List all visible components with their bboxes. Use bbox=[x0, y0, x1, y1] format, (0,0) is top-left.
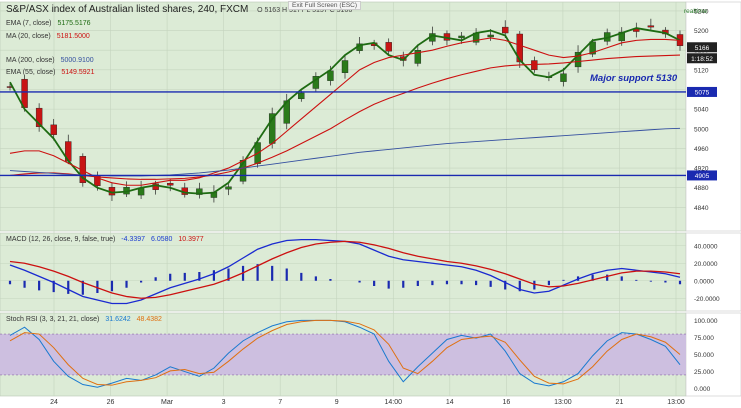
legend-value: 10.3977 bbox=[178, 236, 204, 243]
y-tick-label: 0.000 bbox=[694, 386, 711, 393]
legend-ma200[interactable]: MA (200, close) 5000.9100 bbox=[6, 57, 98, 64]
x-tick-label: 26 bbox=[107, 399, 115, 406]
stoch-rsi-band bbox=[0, 334, 686, 375]
x-tick-label: 3 bbox=[222, 399, 226, 406]
support-badge-label: 4905 bbox=[695, 173, 710, 180]
x-tick-label: 21 bbox=[616, 399, 624, 406]
macd-signal-line bbox=[9, 240, 681, 299]
candle-body bbox=[167, 183, 174, 186]
x-tick-label: 7 bbox=[278, 399, 282, 406]
candle-body bbox=[574, 51, 582, 68]
x-tick-label: Mar bbox=[161, 399, 174, 406]
x-tick-label: 14 bbox=[446, 399, 454, 406]
legend-ma20[interactable]: MA (20, close) 5181.5000 bbox=[6, 33, 94, 40]
legend-value: 5000.9100 bbox=[60, 57, 94, 64]
y-tick-label: 5120 bbox=[694, 67, 709, 74]
timer-label: 1:18:52 bbox=[691, 56, 713, 63]
support-badge-label: 5075 bbox=[695, 89, 710, 96]
x-tick-label: 24 bbox=[50, 399, 58, 406]
x-tick-label: 14:00 bbox=[385, 399, 403, 406]
candle-body bbox=[531, 60, 538, 71]
support-badge bbox=[687, 86, 717, 97]
candle-body bbox=[196, 188, 203, 195]
candle-body bbox=[618, 31, 625, 42]
y-tick-label: 4960 bbox=[694, 146, 709, 153]
realtime-indicator: realtime bbox=[684, 8, 708, 15]
y-tick-label: 75.000 bbox=[694, 335, 714, 342]
x-tick-label: 13:00 bbox=[554, 399, 572, 406]
x-tick-label: 9 bbox=[335, 399, 339, 406]
legend-macd[interactable]: MACD (12, 26, close, 9, false, true) -4.… bbox=[6, 236, 208, 243]
legend-value: 5149.5921 bbox=[61, 69, 95, 76]
candle-body bbox=[341, 60, 349, 73]
legend-label: EMA (7, close) bbox=[6, 20, 52, 27]
legend-value: 6.0580 bbox=[150, 236, 173, 243]
candle-body bbox=[647, 25, 655, 28]
y-tick-label: 100.000 bbox=[694, 318, 718, 325]
x-tick-label: 13:00 bbox=[667, 399, 685, 406]
y-tick-label: 40.0000 bbox=[694, 243, 718, 250]
ema7-line bbox=[9, 27, 681, 195]
candle-body bbox=[516, 33, 523, 63]
macd-pane-background bbox=[0, 232, 687, 312]
candle-body bbox=[298, 92, 305, 100]
candle-body bbox=[502, 26, 509, 34]
y-tick-label: 4920 bbox=[694, 166, 709, 173]
y-tick-label: 25.000 bbox=[694, 369, 714, 376]
y-tick-label: 5040 bbox=[694, 107, 709, 114]
y-tick-label: 50.000 bbox=[694, 352, 714, 359]
ohlc-readout: O 5163 H 5177 L 5157 C 5166 bbox=[257, 7, 353, 14]
legend-label: Stoch RSI (3, 3, 21, 21, close) bbox=[6, 316, 100, 323]
legend-ema7[interactable]: EMA (7, close) 5175.5176 bbox=[6, 20, 95, 27]
legend-value: 5181.5000 bbox=[56, 33, 90, 40]
y-tick-label: 5000 bbox=[694, 126, 709, 133]
support-badge bbox=[687, 170, 717, 181]
legend-label: MA (200, close) bbox=[6, 57, 55, 64]
legend-value: 48.4382 bbox=[136, 316, 162, 323]
legend-label: EMA (55, close) bbox=[6, 69, 56, 76]
legend-label: MA (20, close) bbox=[6, 33, 51, 40]
legend-value: -4.3397 bbox=[121, 236, 146, 243]
ma20-line bbox=[9, 37, 681, 186]
y-tick-label: 4840 bbox=[694, 205, 709, 212]
candle-body bbox=[225, 186, 232, 190]
macd-axis-background bbox=[685, 232, 741, 312]
last-price-label: 5166 bbox=[695, 45, 710, 52]
legend-value: 5175.5176 bbox=[57, 20, 91, 27]
y-tick-label: -20.0000 bbox=[694, 296, 720, 303]
candle-body bbox=[414, 50, 422, 64]
y-tick-label: 0.0000 bbox=[694, 278, 714, 285]
price-pane-background bbox=[0, 1, 687, 232]
ema55-line bbox=[9, 54, 681, 180]
candle-body bbox=[560, 73, 567, 82]
candle-body bbox=[50, 124, 57, 135]
timer-badge bbox=[687, 53, 717, 64]
legend-value: 31.6242 bbox=[105, 316, 131, 323]
legend-stoch-rsi[interactable]: Stoch RSI (3, 3, 21, 21, close) 31.6242 … bbox=[6, 316, 166, 323]
y-tick-label: 5200 bbox=[694, 28, 709, 35]
major-support-annotation: Major support 5130 bbox=[590, 73, 678, 84]
stoch-rsi-d-line bbox=[9, 319, 681, 386]
y-tick-label: 20.0000 bbox=[694, 261, 718, 268]
chart-title: S&P/ASX index of Australian listed share… bbox=[6, 4, 249, 15]
candle-body bbox=[385, 42, 392, 52]
candle-body bbox=[458, 35, 465, 39]
exit-fullscreen-button[interactable]: Exit Full Screen (ESC) bbox=[288, 1, 362, 10]
chart-title-bar: S&P/ASX index of Australian listed share… bbox=[6, 4, 352, 15]
y-tick-label: 5240 bbox=[694, 8, 709, 15]
x-tick-label: 16 bbox=[502, 399, 510, 406]
candle-body bbox=[589, 41, 596, 55]
stoch-rsi-k-line bbox=[9, 319, 681, 388]
y-tick-label: 4880 bbox=[694, 185, 709, 192]
legend-label: MACD (12, 26, close, 9, false, true) bbox=[6, 236, 116, 243]
legend-ema55[interactable]: EMA (55, close) 5149.5921 bbox=[6, 69, 98, 76]
candle-body bbox=[152, 183, 159, 190]
price-axis-background bbox=[685, 1, 741, 232]
candle-body bbox=[487, 34, 494, 38]
candle-body bbox=[35, 107, 43, 128]
last-price-badge bbox=[687, 42, 717, 53]
